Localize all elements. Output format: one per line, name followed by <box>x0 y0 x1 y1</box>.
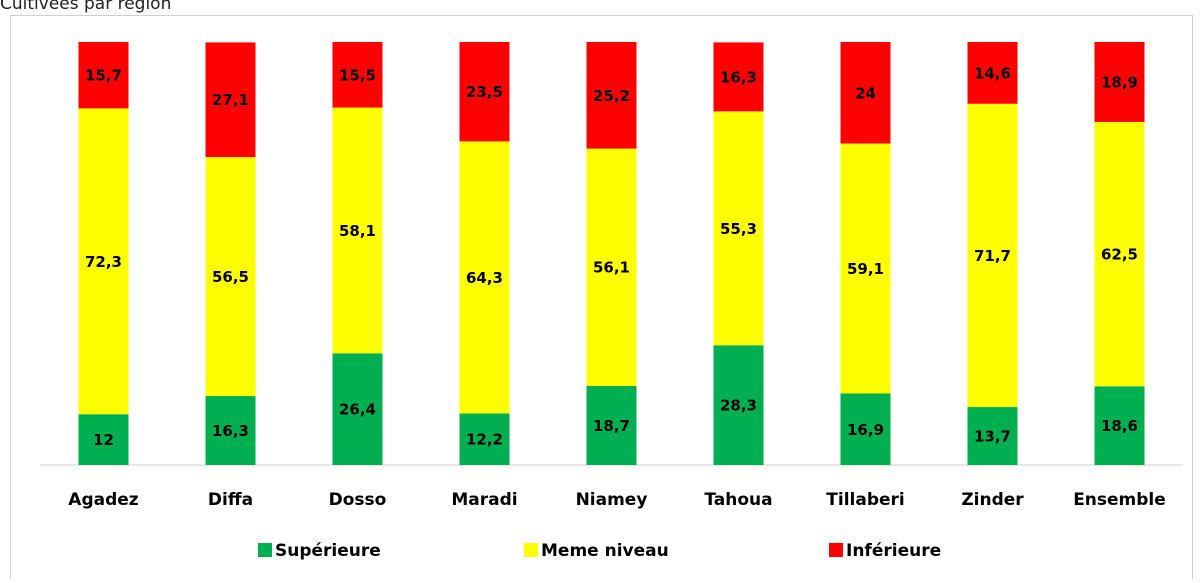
value-label: 56,1 <box>593 259 630 277</box>
value-label: 72,3 <box>85 253 122 271</box>
legend-swatch <box>524 543 538 557</box>
bar-segment <box>713 345 764 465</box>
value-label: 12 <box>93 431 114 449</box>
bar-segment <box>78 42 129 109</box>
legend-swatch <box>829 543 843 557</box>
value-label: 27,1 <box>212 91 249 109</box>
bar-segment <box>1094 386 1145 465</box>
bar-segment <box>586 385 637 465</box>
x-tick-label: Niamey <box>576 490 648 510</box>
x-tick-label: Diffa <box>208 490 253 510</box>
bar-segment <box>1094 121 1145 387</box>
bar-segment <box>586 42 637 149</box>
value-label: 64,3 <box>466 269 503 287</box>
x-tick-label: Dosso <box>329 490 387 510</box>
chart-frame <box>10 15 1193 583</box>
x-tick-label: Tahoua <box>704 490 772 510</box>
bar-segment <box>78 108 129 415</box>
bar-segment <box>459 42 510 142</box>
x-tick-label: Maradi <box>451 490 517 510</box>
bar-segment <box>78 414 129 465</box>
bar-segment <box>205 42 256 158</box>
value-label: 16,3 <box>212 422 249 440</box>
bar-segment <box>713 42 764 112</box>
bar-segment <box>459 141 510 414</box>
value-label: 16,3 <box>720 68 757 86</box>
value-label: 55,3 <box>720 220 757 238</box>
value-label: 58,1 <box>339 222 376 240</box>
bar-segment <box>459 413 510 465</box>
value-label: 14,6 <box>974 64 1011 82</box>
x-tick-label: Zinder <box>961 490 1024 510</box>
chart-title: Cultivées par région <box>0 0 171 14</box>
value-label: 18,9 <box>1101 73 1138 91</box>
bar-segment <box>967 103 1018 408</box>
value-label: 12,2 <box>466 431 503 449</box>
value-label: 26,4 <box>339 401 376 419</box>
legend-label: Inférieure <box>846 541 941 561</box>
bar-segment <box>205 396 256 465</box>
value-label: 62,5 <box>1101 246 1138 264</box>
legend-label: Meme niveau <box>541 541 669 561</box>
value-label: 15,5 <box>339 66 376 84</box>
bar-segment <box>1094 42 1145 122</box>
value-label: 13,7 <box>974 428 1011 446</box>
bar-segment <box>713 111 764 346</box>
bar-segment <box>205 157 256 397</box>
bar-segment <box>332 107 383 354</box>
bar-segment <box>967 407 1018 465</box>
x-tick-label: Tillaberi <box>826 490 904 510</box>
value-label: 15,7 <box>85 67 122 85</box>
bar-segment <box>332 353 383 465</box>
x-tick-label: Agadez <box>68 490 138 510</box>
legend-swatch <box>258 543 272 557</box>
bar-segment <box>840 143 891 394</box>
bar-segment <box>586 148 637 386</box>
value-label: 28,3 <box>720 397 757 415</box>
bar-segment <box>332 42 383 108</box>
value-label: 18,7 <box>593 417 630 435</box>
value-label: 25,2 <box>593 87 630 105</box>
value-label: 59,1 <box>847 260 884 278</box>
bar-segment <box>840 393 891 465</box>
legend-label: Supérieure <box>275 541 381 561</box>
x-tick-label: Ensemble <box>1073 490 1166 510</box>
value-label: 24 <box>855 84 876 102</box>
value-label: 18,6 <box>1101 417 1138 435</box>
bar-segment <box>967 42 1018 104</box>
value-label: 71,7 <box>974 247 1011 265</box>
value-label: 23,5 <box>466 83 503 101</box>
value-label: 56,5 <box>212 268 249 286</box>
value-label: 16,9 <box>847 421 884 439</box>
bar-segment <box>840 42 891 144</box>
